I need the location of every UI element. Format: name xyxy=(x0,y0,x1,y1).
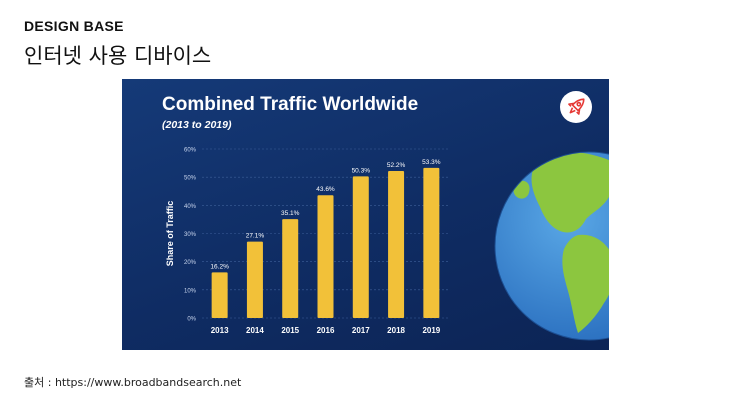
x-tick-label: 2015 xyxy=(281,326,299,335)
source-citation: 출처 : https://www.broadbandsearch.net xyxy=(24,376,242,389)
bar-value-label: 53.3% xyxy=(422,159,441,166)
x-tick-label: 2019 xyxy=(422,326,440,335)
x-tick-label: 2014 xyxy=(246,326,264,335)
bar-value-label: 52.2% xyxy=(387,162,406,169)
y-tick-label: 20% xyxy=(184,260,197,266)
globe-illustration xyxy=(494,151,609,341)
infographic-panel: Combined Traffic Worldwide (2013 to 2019… xyxy=(122,79,609,350)
y-tick-label: 0% xyxy=(187,317,196,323)
bar-value-label: 27.1% xyxy=(246,233,265,240)
bar-2014 xyxy=(246,241,263,318)
bar-2015 xyxy=(282,219,299,318)
chart-subtitle: (2013 to 2019) xyxy=(162,119,232,131)
bar-2013 xyxy=(211,272,228,318)
bar-value-label: 50.3% xyxy=(352,167,371,174)
page-subtitle: 인터넷 사용 디바이스 xyxy=(24,44,212,68)
x-tick-label: 2018 xyxy=(387,326,405,335)
x-tick-label: 2017 xyxy=(352,326,370,335)
bar-2017 xyxy=(352,176,369,318)
chart-title: Combined Traffic Worldwide xyxy=(162,94,419,115)
y-tick-label: 10% xyxy=(184,288,197,294)
brand-logo-text: DESIGN BASE xyxy=(24,18,124,34)
rocket-icon xyxy=(560,91,592,123)
y-tick-label: 30% xyxy=(184,232,197,238)
bar-2018 xyxy=(388,170,405,318)
bar-2019 xyxy=(423,167,440,318)
bar-2016 xyxy=(317,195,334,318)
x-tick-label: 2013 xyxy=(211,326,229,335)
bar-value-label: 16.2% xyxy=(210,263,229,270)
x-tick-label: 2016 xyxy=(317,326,335,335)
y-tick-label: 50% xyxy=(184,176,197,182)
bar-chart: 0% 10% 20% 30% 40% 50% 60% Share of Traffic 16.2… xyxy=(165,148,449,335)
y-tick-label: 40% xyxy=(184,204,197,210)
bar-value-label: 43.6% xyxy=(316,186,335,193)
y-tick-label: 60% xyxy=(184,148,197,154)
y-axis-label: Share of Traffic xyxy=(165,201,175,267)
bar-value-label: 35.1% xyxy=(281,210,300,217)
